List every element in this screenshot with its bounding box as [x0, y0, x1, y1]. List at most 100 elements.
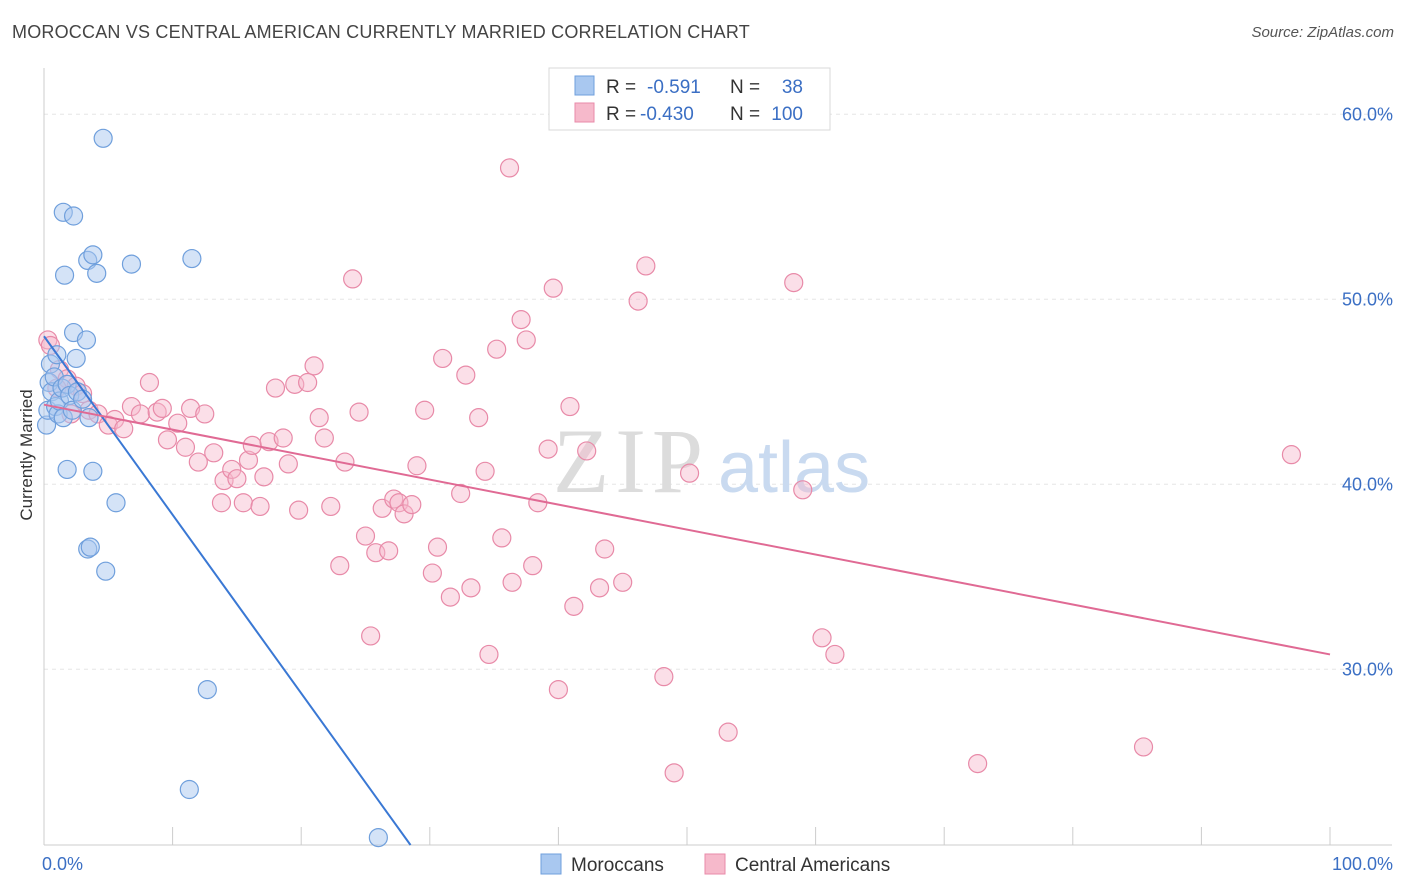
central-americans-point	[784, 273, 804, 293]
trend-lines	[43, 335, 1331, 846]
central-americans-point	[548, 679, 569, 700]
central-americans-point	[577, 441, 597, 461]
central-americans-point	[613, 572, 633, 592]
top-legend: R = -0.591 N = 38 R = -0.430 N = 100	[548, 67, 831, 131]
moroccans-point	[179, 779, 199, 800]
moroccans-point	[87, 263, 107, 283]
central-americans-point	[461, 578, 481, 598]
central-americans-point	[139, 372, 160, 393]
legend-r-value-1: -0.591	[647, 77, 701, 98]
central-americans-point	[175, 437, 196, 457]
bottom-legend-central-americans: Central Americans	[735, 855, 890, 876]
central-americans-point	[664, 763, 684, 783]
central-americans-point	[479, 644, 499, 665]
source-label: Source: ZipAtlas.com	[1251, 24, 1394, 41]
central-americans-point	[361, 626, 381, 646]
central-americans-point	[157, 430, 178, 450]
central-americans-point	[233, 493, 253, 513]
bottom-legend: Moroccans Central Americans	[540, 853, 890, 876]
central-americans-point	[511, 310, 531, 330]
central-americans-point	[130, 404, 151, 424]
moroccans-point	[96, 561, 116, 581]
central-americans-point	[259, 432, 279, 452]
central-americans-point	[502, 572, 522, 592]
moroccans-trend-line	[43, 335, 412, 846]
central-americans-point	[427, 537, 448, 557]
central-americans-point	[222, 459, 242, 480]
central-americans-point	[564, 596, 584, 616]
y-axis-label: Currently Married	[17, 389, 36, 520]
central-americans-point	[407, 456, 427, 476]
central-americans-point	[181, 398, 201, 418]
moroccans-point	[106, 493, 126, 513]
central-americans-point	[1133, 737, 1154, 757]
central-americans-point	[679, 463, 700, 483]
y-tick-label: 60.0%	[1342, 104, 1393, 124]
central-americans-point	[250, 496, 270, 517]
central-americans-point	[147, 402, 167, 422]
central-americans-point	[523, 556, 543, 576]
moroccans-point	[197, 679, 217, 700]
central-americans-points	[38, 158, 1302, 783]
legend-n-value-2: 100	[771, 104, 803, 125]
central-americans-point	[278, 454, 298, 474]
central-americans-point	[384, 489, 404, 509]
moroccans-point	[76, 330, 97, 350]
central-americans-point	[456, 365, 476, 385]
central-americans-point	[168, 413, 188, 433]
legend-n-label-2: N =	[730, 104, 760, 125]
moroccans-point	[54, 265, 75, 285]
central-americans-point	[499, 158, 520, 178]
moroccans-point	[80, 537, 100, 557]
central-americans-point	[227, 469, 247, 489]
central-americans-point	[204, 443, 224, 463]
legend-r-label-1: R =	[606, 77, 636, 98]
axis-layer: 30.0% 40.0% 50.0% 60.0% 0.0% 100.0%	[42, 68, 1393, 874]
central-americans-point	[475, 461, 495, 481]
central-americans-point	[543, 278, 563, 298]
central-americans-point	[628, 291, 648, 311]
moroccans-point	[93, 128, 113, 148]
central-americans-point	[595, 539, 615, 559]
central-americans-point	[968, 753, 988, 774]
central-americans-point	[309, 408, 329, 428]
central-americans-point	[314, 428, 334, 448]
watermark-zip: ZIP	[553, 410, 709, 512]
central-americans-point	[718, 722, 738, 742]
moroccans-point	[66, 348, 86, 369]
central-americans-point	[440, 587, 460, 607]
y-tick-label: 40.0%	[1342, 474, 1393, 494]
legend-n-label-1: N =	[730, 77, 760, 98]
central-americans-point	[812, 628, 832, 648]
central-americans-point	[538, 439, 558, 459]
moroccans-point	[63, 206, 84, 226]
central-americans-point	[273, 428, 293, 448]
moroccans-point	[83, 461, 103, 481]
grid-layer	[44, 113, 1392, 670]
central-americans-point	[492, 528, 512, 548]
central-americans-point	[379, 541, 399, 561]
central-americans-point	[402, 495, 422, 515]
legend-swatch-moroccans	[574, 75, 595, 96]
y-tick-label: 30.0%	[1342, 659, 1393, 679]
central-americans-point	[825, 644, 845, 665]
chart-title: MOROCCAN VS CENTRAL AMERICAN CURRENTLY M…	[12, 22, 750, 42]
watermark: ZIP atlas	[553, 410, 870, 512]
central-americans-point	[343, 269, 363, 289]
central-americans-point	[265, 378, 286, 398]
central-americans-point	[114, 419, 134, 439]
central-americans-point	[422, 563, 442, 583]
central-americans-point	[188, 452, 208, 472]
central-americans-point	[433, 348, 453, 369]
moroccans-point	[121, 254, 142, 274]
central-americans-point	[304, 356, 324, 376]
moroccans-point	[368, 827, 388, 848]
central-americans-point	[415, 400, 435, 420]
central-americans-point	[152, 398, 172, 418]
central-americans-point	[355, 526, 376, 546]
moroccans-point	[83, 245, 103, 265]
x-tick-label-max: 100.0%	[1332, 854, 1393, 874]
central-americans-point	[589, 578, 610, 598]
bottom-swatch-moroccans	[540, 853, 562, 875]
